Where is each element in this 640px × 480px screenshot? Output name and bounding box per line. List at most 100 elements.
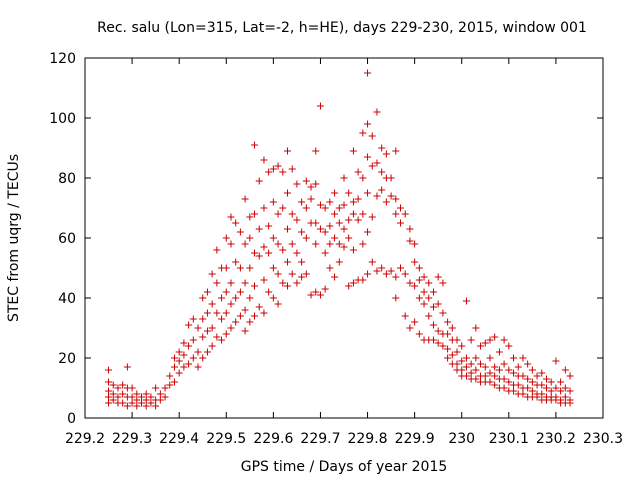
- data-point: [349, 246, 357, 254]
- data-point: [246, 264, 254, 272]
- x-tick-label: 230: [448, 431, 475, 447]
- data-point: [387, 174, 395, 182]
- data-point: [133, 396, 141, 404]
- data-point: [458, 342, 466, 350]
- data-point: [467, 336, 475, 344]
- data-point: [349, 279, 357, 287]
- data-point: [340, 174, 348, 182]
- data-point: [227, 300, 235, 308]
- data-point: [528, 387, 536, 395]
- data-point: [105, 393, 113, 401]
- data-point: [208, 324, 216, 332]
- data-point: [510, 387, 518, 395]
- data-point: [481, 372, 489, 380]
- data-point: [486, 336, 494, 344]
- data-point: [392, 294, 400, 302]
- data-point: [232, 318, 240, 326]
- data-point: [321, 204, 329, 212]
- data-point: [255, 252, 263, 260]
- data-point: [448, 351, 456, 359]
- data-point: [519, 390, 527, 398]
- data-point: [566, 372, 574, 380]
- data-point: [477, 342, 485, 350]
- data-point: [411, 258, 419, 266]
- data-point: [194, 363, 202, 371]
- data-point: [302, 204, 310, 212]
- data-point: [364, 189, 372, 197]
- data-point: [425, 294, 433, 302]
- data-point: [251, 312, 259, 320]
- data-point: [199, 294, 207, 302]
- data-point: [274, 162, 282, 170]
- data-point: [185, 321, 193, 329]
- data-point: [340, 225, 348, 233]
- data-point: [486, 369, 494, 377]
- data-point: [251, 249, 259, 257]
- data-point: [274, 300, 282, 308]
- data-point: [505, 378, 513, 386]
- data-point: [260, 156, 268, 164]
- data-point: [444, 345, 452, 353]
- data-point: [218, 315, 226, 323]
- data-point: [514, 363, 522, 371]
- data-point: [105, 378, 113, 386]
- data-point: [109, 381, 117, 389]
- data-point: [335, 240, 343, 248]
- data-point: [156, 390, 164, 398]
- data-point: [420, 300, 428, 308]
- data-point: [227, 279, 235, 287]
- data-point: [429, 303, 437, 311]
- data-point: [265, 288, 273, 296]
- data-point: [439, 309, 447, 317]
- data-point: [458, 357, 466, 365]
- data-point: [444, 318, 452, 326]
- data-point: [326, 264, 334, 272]
- data-point: [368, 162, 376, 170]
- data-point: [392, 195, 400, 203]
- data-point: [321, 285, 329, 293]
- data-point: [434, 327, 442, 335]
- data-point: [312, 219, 320, 227]
- data-point: [444, 330, 452, 338]
- data-point: [175, 369, 183, 377]
- data-point: [241, 240, 249, 248]
- data-point: [453, 360, 461, 368]
- data-point: [472, 324, 480, 332]
- data-point: [406, 279, 414, 287]
- data-point: [331, 234, 339, 242]
- data-point: [462, 363, 470, 371]
- data-point: [194, 324, 202, 332]
- data-point: [170, 363, 178, 371]
- x-axis-label: GPS time / Days of year 2015: [241, 459, 448, 475]
- y-tick-label: 80: [58, 171, 76, 187]
- data-point: [561, 384, 569, 392]
- data-point: [542, 375, 550, 383]
- data-point: [213, 246, 221, 254]
- data-point: [222, 234, 230, 242]
- data-point: [316, 225, 324, 233]
- data-point: [109, 396, 117, 404]
- data-point: [175, 357, 183, 365]
- data-point: [213, 279, 221, 287]
- data-point: [547, 387, 555, 395]
- data-point: [477, 360, 485, 368]
- data-point: [255, 303, 263, 311]
- y-tick-label: 120: [49, 51, 76, 67]
- data-point: [561, 393, 569, 401]
- data-point: [128, 399, 136, 407]
- y-tick-label: 0: [67, 411, 76, 427]
- data-point: [368, 132, 376, 140]
- data-point: [208, 342, 216, 350]
- data-point: [312, 288, 320, 296]
- x-tick-label: 229.6: [253, 431, 293, 447]
- data-point: [373, 267, 381, 275]
- data-point: [397, 219, 405, 227]
- x-tick-label: 230.2: [536, 431, 576, 447]
- data-point: [269, 234, 277, 242]
- data-point: [283, 225, 291, 233]
- data-point: [349, 210, 357, 218]
- data-point: [458, 366, 466, 374]
- data-point: [161, 384, 169, 392]
- data-point: [434, 300, 442, 308]
- x-tick-label: 229.9: [395, 431, 435, 447]
